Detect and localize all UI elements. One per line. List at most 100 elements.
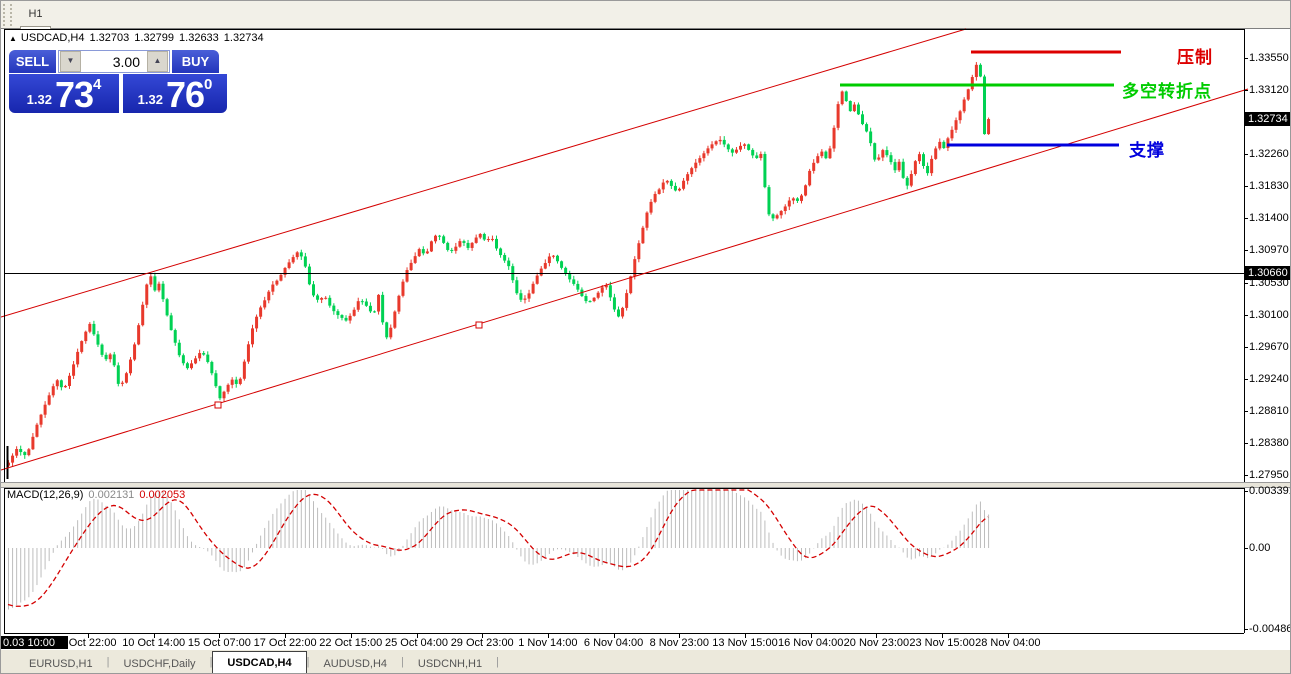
time-tick-mark [679,634,680,638]
time-tick-mark [351,634,352,638]
time-tick-label: 6 Nov 04:00 [583,637,644,649]
support-annotation: 支撑 [1129,141,1165,160]
pivot-annotation: 多空转折点 [1122,82,1212,101]
price-tick-label: 1.33550 [1249,52,1289,64]
time-tick-label: 22 Oct 15:00 [319,637,383,649]
sell-price-sup: 4 [93,76,102,93]
time-tick-mark [745,634,746,638]
price-tick-mark [1244,475,1248,476]
chart-title: ▲ USDCAD,H4 1.32703 1.32799 1.32633 1.32734 [9,32,269,44]
time-tick-mark [88,634,89,638]
chart-tab-USDCHFDaily[interactable]: USDCHF,Daily [123,658,196,670]
time-tick-label: 1 Nov 14:00 [518,637,578,649]
time-tick-mark [219,634,220,638]
time-tick-label: 23 Nov 15:00 [909,637,975,649]
macd-tick-mark [1244,629,1248,630]
buy-price-main: 1.32 [137,92,163,107]
time-tick-mark [154,634,155,638]
macd-tick-label: 0.00 [1249,542,1271,554]
sell-button[interactable]: SELL [9,50,56,73]
time-tick-label: 20 Nov 23:00 [843,637,910,649]
price-tick-mark [1244,347,1248,348]
time-tick-label: 10 Oct 14:00 [122,637,186,649]
selected-time-label: 0.03 10:00 [1,636,68,650]
price-tick-label: 1.29670 [1249,341,1289,353]
price-tick-mark [1244,218,1248,219]
ohlc-high: 1.32799 [134,32,175,44]
price-tick-label: 1.30100 [1249,309,1289,321]
volume-down-button[interactable]: ▼ [60,51,81,72]
sell-price-main: 1.32 [26,92,52,107]
chart-tab-USDCNHH1[interactable]: USDCNH,H1 [417,658,483,670]
tab-separator: | [106,655,110,668]
price-tick-mark [1244,283,1248,284]
sell-price-big: 73 [54,74,94,115]
tab-separator: | [496,655,499,668]
macd-tick-label: 0.003391 [1249,485,1291,497]
volume-input[interactable]: 3.00 [112,53,140,70]
time-tick-label: 8 Nov 23:00 [649,637,709,649]
chart-tab-AUDUSDH4[interactable]: AUDUSD,H4 [323,658,388,670]
hline-price-label: 1.30660 [1245,266,1290,280]
macd-tick-mark [1244,548,1248,549]
buy-button[interactable]: BUY [172,50,219,73]
time-tick-label: 13 Nov 15:00 [712,637,778,649]
price-tick-mark [1244,90,1248,91]
time-tick-mark [482,634,483,638]
price-tick-label: 1.28380 [1249,437,1289,449]
time-tick-label: 15 Oct 07:00 [187,637,251,649]
ohlc-low: 1.32633 [179,32,219,44]
chart-tab-EURUSDH1[interactable]: EURUSD,H1 [29,658,93,670]
macd-tick-label: -0.004862 [1249,623,1290,635]
time-tick-mark [285,634,286,638]
price-tick-mark [1244,379,1248,380]
time-tick-mark [548,634,549,638]
macd-name: MACD(12,26,9) [7,489,84,501]
time-tick-label: 17 Oct 22:00 [253,637,317,649]
sell-price-box[interactable]: 1.32 73 4 [9,74,119,113]
price-tick-label: 1.31830 [1249,180,1289,192]
price-tick-label: 1.29240 [1249,373,1289,385]
time-tick-mark [417,634,418,638]
price-tick-mark [1244,411,1248,412]
time-tick-label: 25 Oct 04:00 [385,637,448,649]
time-tick-mark [876,634,877,638]
price-tick-mark [1244,154,1248,155]
price-tick-label: 1.28810 [1249,405,1289,417]
price-tick-mark [1244,443,1248,444]
macd-signal-value: 0.002053 [139,489,186,501]
price-tick-label: 1.27950 [1249,469,1289,481]
resistance-annotation: 压制 [1177,48,1213,67]
time-tick-label: 29 Oct 23:00 [450,637,514,649]
symbol-period: USDCAD,H4 [20,32,85,44]
time-tick-label: 16 Nov 04:00 [777,637,844,649]
ohlc-close: 1.32734 [223,32,264,44]
volume-up-button[interactable]: ▲ [147,51,168,72]
time-tick-label: 28 Nov 04:00 [975,637,1041,649]
buy-price-box[interactable]: 1.32 76 0 [123,74,227,113]
current-price-label: 1.32734 [1245,112,1290,126]
price-tick-mark [1244,186,1248,187]
ohlc-open: 1.32703 [89,32,130,44]
macd-indicator-label: MACD(12,26,9) 0.002131 0.002053 [7,489,185,501]
price-tick-label: 1.30530 [1249,277,1289,289]
timeframe-button-H1[interactable]: H1 [28,8,43,20]
time-tick-mark [614,634,615,638]
buy-price-sup: 0 [204,76,213,93]
price-tick-label: 1.31400 [1249,212,1289,224]
buy-price-big: 76 [165,74,205,115]
toolbar-grip-handle[interactable] [3,3,12,26]
volume-control: ▼ 3.00 ▲ [58,50,170,73]
price-tick-mark [1244,315,1248,316]
pane-separator[interactable] [1,482,1290,488]
price-tick-mark [1244,250,1248,251]
chart-marker-icon: ▲ [9,34,17,43]
macd-tick-mark [1244,491,1248,492]
chart-tabs-bar: EURUSD,H1 | USDCHF,Daily | USDCAD,H4 | AUDUSD,… [1,649,1290,673]
macd-main-value: 0.002131 [88,489,135,501]
chart-tab-USDCADH4[interactable]: USDCAD,H4 [212,651,307,673]
tab-separator: | [209,655,213,668]
tab-separator: | [306,655,310,668]
